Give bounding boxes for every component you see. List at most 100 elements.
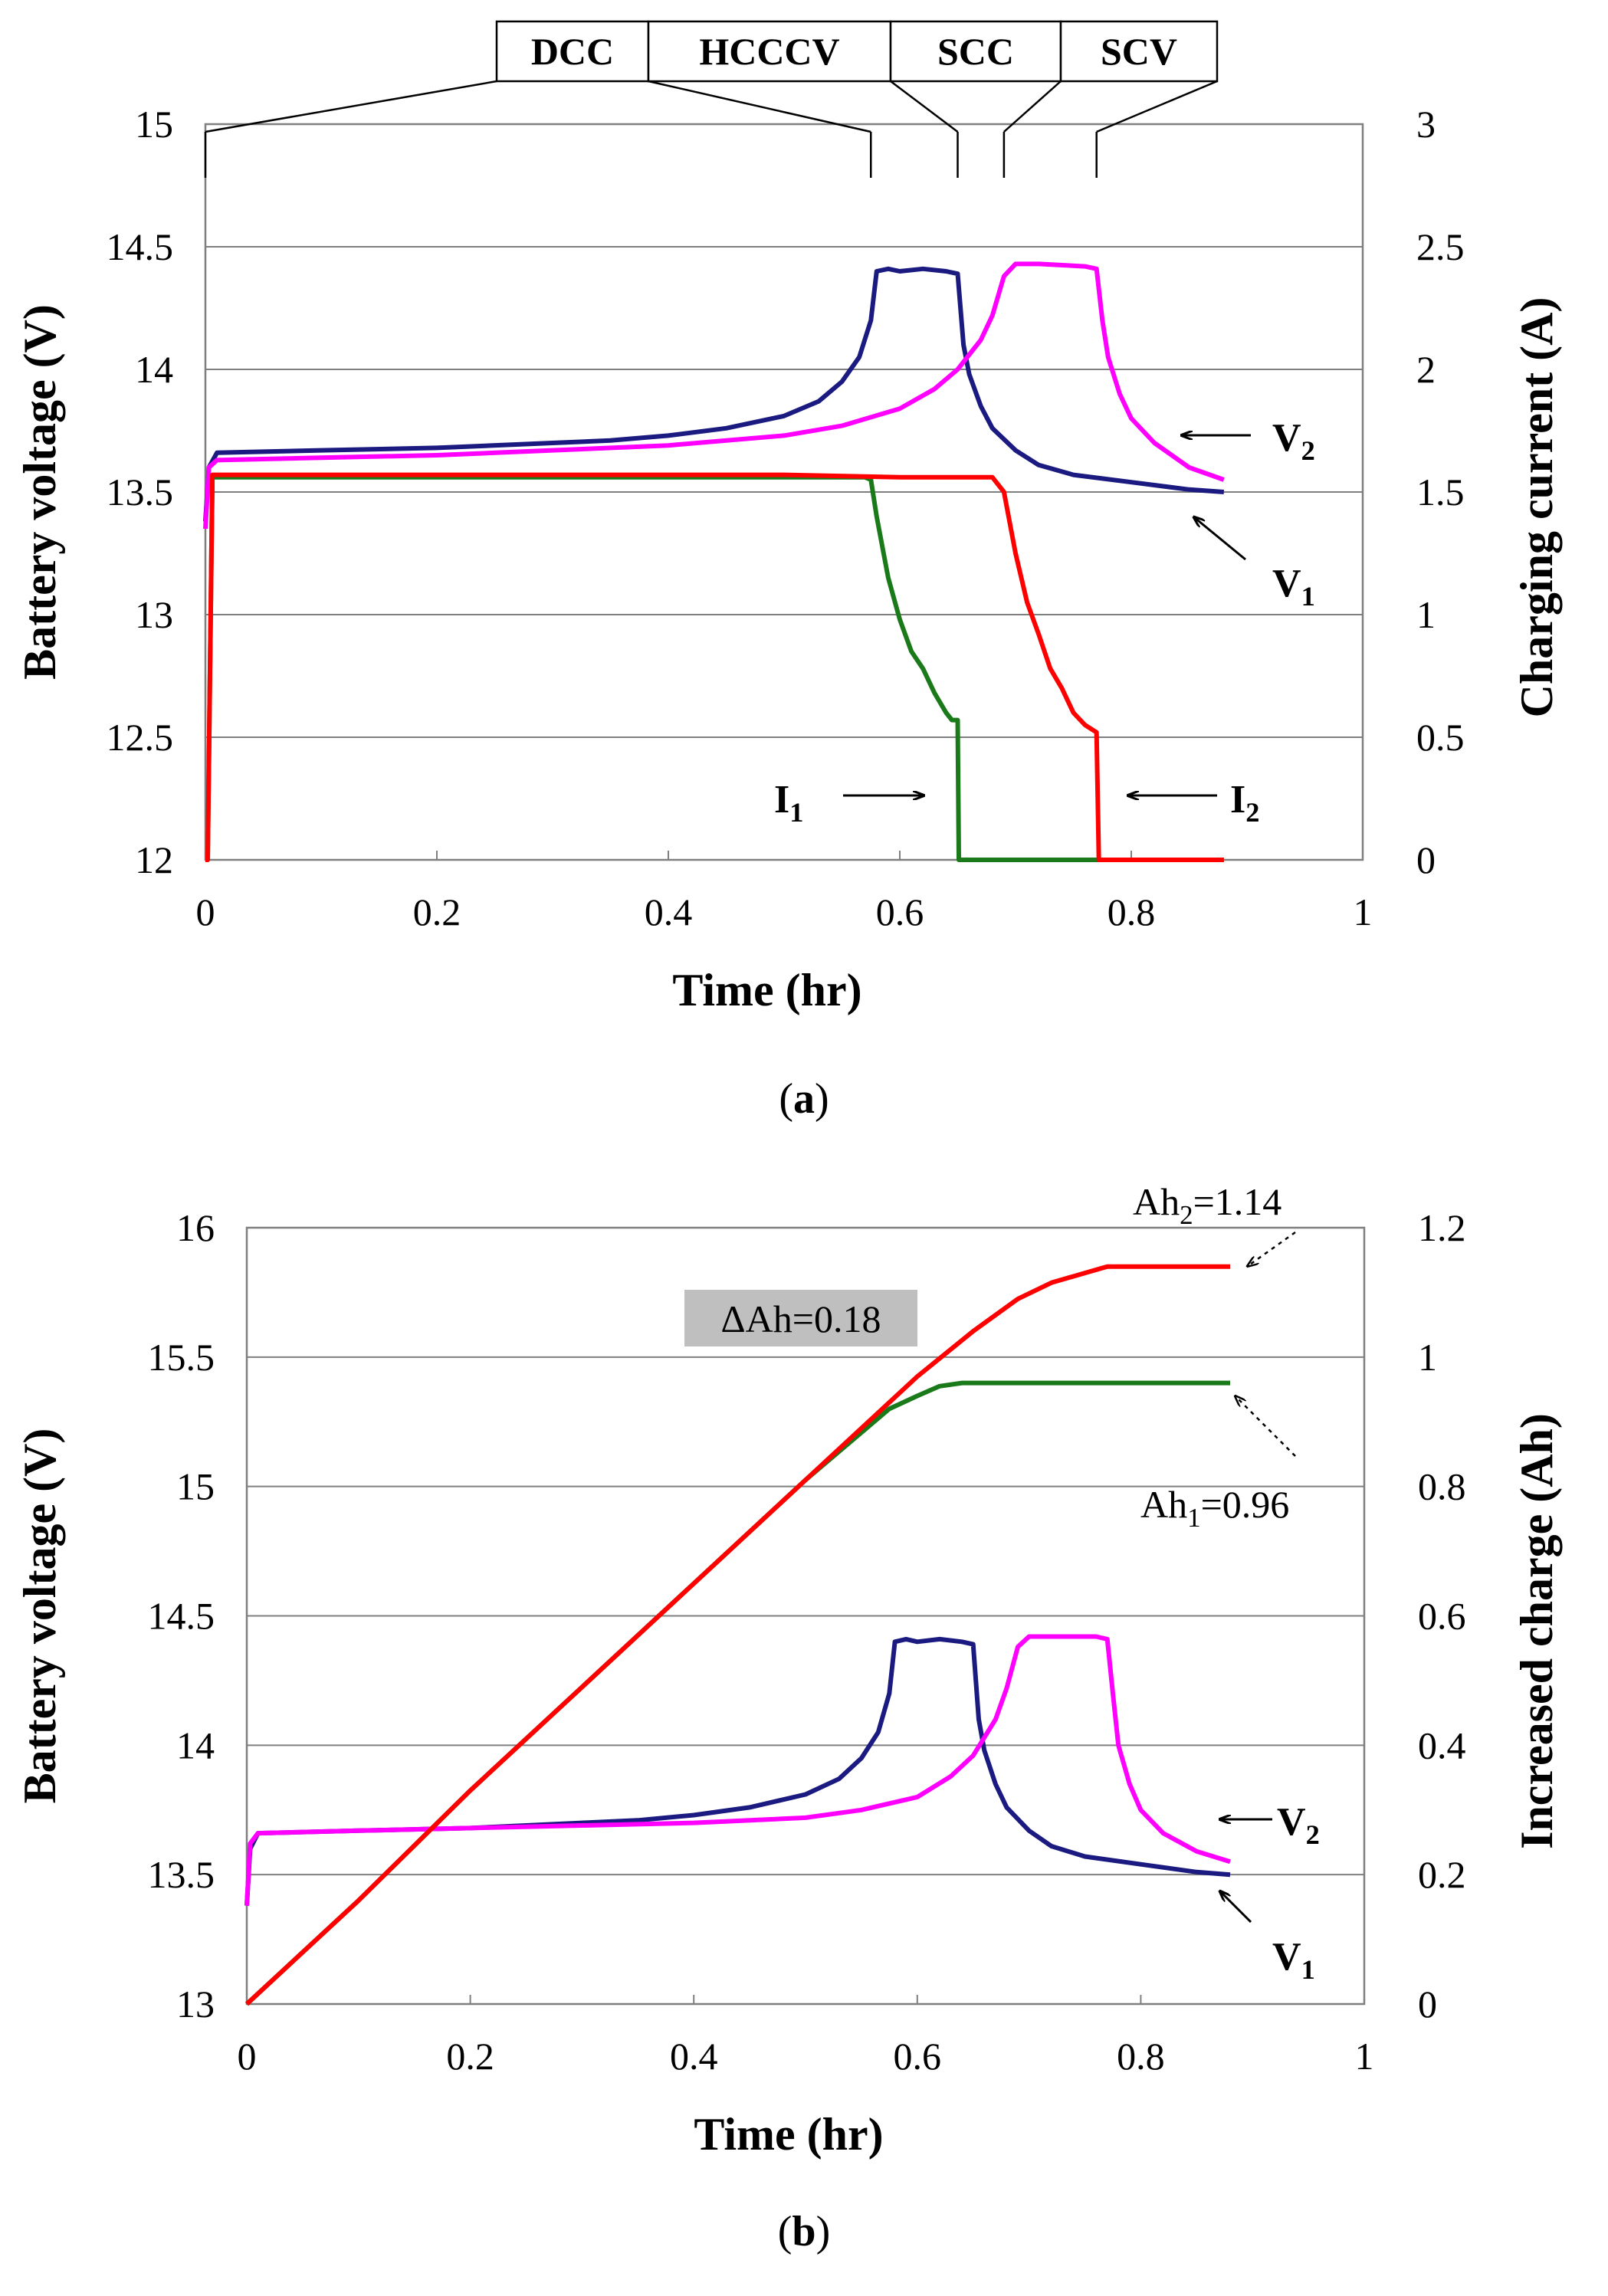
annotation-v1-base: V xyxy=(1272,1935,1301,1979)
phase-connector xyxy=(1003,80,1062,133)
y-right-tick-label: 0 xyxy=(1416,838,1436,881)
x-tick-label: 1 xyxy=(1355,2035,1374,2078)
y-right-tick-label: 2 xyxy=(1416,348,1436,391)
y-left-tick-label: 14 xyxy=(176,1724,215,1766)
phase-box xyxy=(495,20,650,83)
x-tick-label: 0 xyxy=(196,891,215,933)
series-line-ah2 xyxy=(244,1264,1230,2006)
y-left-tick-label: 15 xyxy=(135,103,173,146)
x-tick-label: 0 xyxy=(238,2035,257,2078)
annotation-v2-sub: 2 xyxy=(1301,435,1315,466)
y-right-tick-label: 0.5 xyxy=(1416,716,1465,759)
y-left-axis-title: Battery voltage (V) xyxy=(15,304,65,680)
phase-label: DCC xyxy=(531,30,614,73)
y-right-tick-label: 1 xyxy=(1416,593,1436,636)
annotation-v1-sub: 1 xyxy=(1301,581,1315,612)
y-left-tick-label: 12.5 xyxy=(107,716,174,759)
annotation-v1: V1 xyxy=(1272,562,1315,612)
series-line-i1 xyxy=(205,474,1224,862)
y-right-tick-label: 0.6 xyxy=(1418,1595,1466,1638)
annotation-ah1-base: Ah xyxy=(1140,1483,1187,1526)
annotation-i2-sub: 2 xyxy=(1245,797,1259,828)
y-right-tick-label: 1.5 xyxy=(1416,471,1465,513)
annotation-ah1-sub: 1 xyxy=(1187,1503,1201,1533)
annotation-i2-base: I xyxy=(1230,778,1245,822)
delta-label: ΔAh=0.18 xyxy=(721,1297,881,1340)
y-right-tick-label: 3 xyxy=(1416,103,1436,146)
x-tick-label: 0.6 xyxy=(894,2035,942,2078)
y-left-tick-label: 15.5 xyxy=(148,1336,215,1379)
y-right-axis-title: Increased charge (Ah) xyxy=(1511,1413,1562,1849)
x-axis-title: Time (hr) xyxy=(672,965,861,1015)
annotation-i1: I1 xyxy=(774,778,803,828)
y-left-tick-label: 14 xyxy=(135,348,173,391)
y-right-tick-label: 1 xyxy=(1418,1336,1437,1379)
annotation-ah2: Ah2=1.14 xyxy=(1133,1180,1281,1230)
annotation-i1-sub: 1 xyxy=(789,797,803,828)
panel-letter: b xyxy=(792,2208,815,2255)
annotation-ah2-suffix: =1.14 xyxy=(1193,1180,1282,1223)
annotation-v2-base: V xyxy=(1277,1800,1306,1844)
annotation-v1-sub: 1 xyxy=(1301,1954,1315,1985)
annotation-v2: V2 xyxy=(1277,1800,1320,1850)
y-right-tick-label: 2.5 xyxy=(1416,225,1465,268)
y-left-tick-label: 14.5 xyxy=(148,1595,215,1638)
annotation-arrow-dotted xyxy=(1236,1396,1296,1457)
y-right-tick-label: 1.2 xyxy=(1418,1206,1466,1249)
annotation-v2-base: V xyxy=(1272,416,1301,460)
y-right-tick-label: 0 xyxy=(1418,1983,1437,2025)
annotation-v2: V2 xyxy=(1272,416,1315,466)
annotation-i2: I2 xyxy=(1230,778,1259,828)
y-right-axis-title: Charging current (A) xyxy=(1511,297,1562,718)
x-tick-label: 0.4 xyxy=(670,2035,718,2078)
panel-label: (b) xyxy=(778,2208,830,2255)
paren-close: ) xyxy=(816,2208,831,2255)
annotation-arrow xyxy=(1194,517,1246,561)
y-left-tick-label: 15 xyxy=(176,1465,215,1508)
phase-connector xyxy=(890,80,959,133)
series-line-i2 xyxy=(205,472,1224,862)
delta-box xyxy=(684,1290,917,1346)
y-left-tick-label: 13 xyxy=(135,593,173,636)
y-left-tick-label: 12 xyxy=(135,838,173,881)
x-tick-label: 0.8 xyxy=(1108,891,1156,933)
x-tick-label: 0.2 xyxy=(413,891,461,933)
panel-label: (a) xyxy=(779,1075,829,1123)
y-left-tick-label: 16 xyxy=(176,1206,215,1249)
y-left-axis-title: Battery voltage (V) xyxy=(15,1428,65,1804)
series-line-ah1 xyxy=(244,1380,1230,2006)
phase-box xyxy=(1059,20,1219,83)
phase-connector xyxy=(205,80,497,133)
annotation-v1: V1 xyxy=(1272,1935,1315,1985)
paren-open: ( xyxy=(778,2208,793,2255)
annotation-i1-base: I xyxy=(774,778,789,822)
y-left-tick-label: 13.5 xyxy=(107,471,174,513)
y-right-tick-label: 0.8 xyxy=(1418,1465,1466,1508)
paren-open: ( xyxy=(779,1075,793,1123)
annotation-ah1-suffix: =0.96 xyxy=(1201,1483,1290,1526)
phase-connector xyxy=(648,80,871,133)
chart-panel-b: 13 13.5 14 14.5 15 15.5 16 0 0.2 0.4 0.6 0.8 1 1.2 0 0.… xyxy=(15,1180,1562,2255)
paren-close: ) xyxy=(815,1075,829,1123)
y-left-tick-label: 13 xyxy=(176,1983,215,2025)
phase-connector xyxy=(1096,80,1218,133)
annotation-arrow-dotted xyxy=(1248,1231,1296,1266)
annotation-ah1: Ah1=0.96 xyxy=(1140,1483,1289,1533)
annotation-v1-base: V xyxy=(1272,562,1301,605)
y-left-tick-label: 14.5 xyxy=(107,225,174,268)
y-left-tick-label: 13.5 xyxy=(148,1853,215,1896)
x-tick-label: 0.4 xyxy=(645,891,693,933)
phase-label: SCV xyxy=(1101,30,1177,73)
panel-letter: a xyxy=(793,1075,815,1123)
x-tick-label: 0.6 xyxy=(876,891,924,933)
series-line-v2 xyxy=(203,261,1225,530)
series-line-v2 xyxy=(244,1634,1231,1906)
y-right-tick-label: 0.2 xyxy=(1418,1853,1466,1896)
x-tick-label: 1 xyxy=(1354,891,1373,933)
phase-label: HCCCV xyxy=(699,30,839,73)
annotation-v2-sub: 2 xyxy=(1306,1819,1320,1850)
annotation-arrow xyxy=(1220,1891,1252,1924)
plot-frame xyxy=(245,1226,1366,2006)
